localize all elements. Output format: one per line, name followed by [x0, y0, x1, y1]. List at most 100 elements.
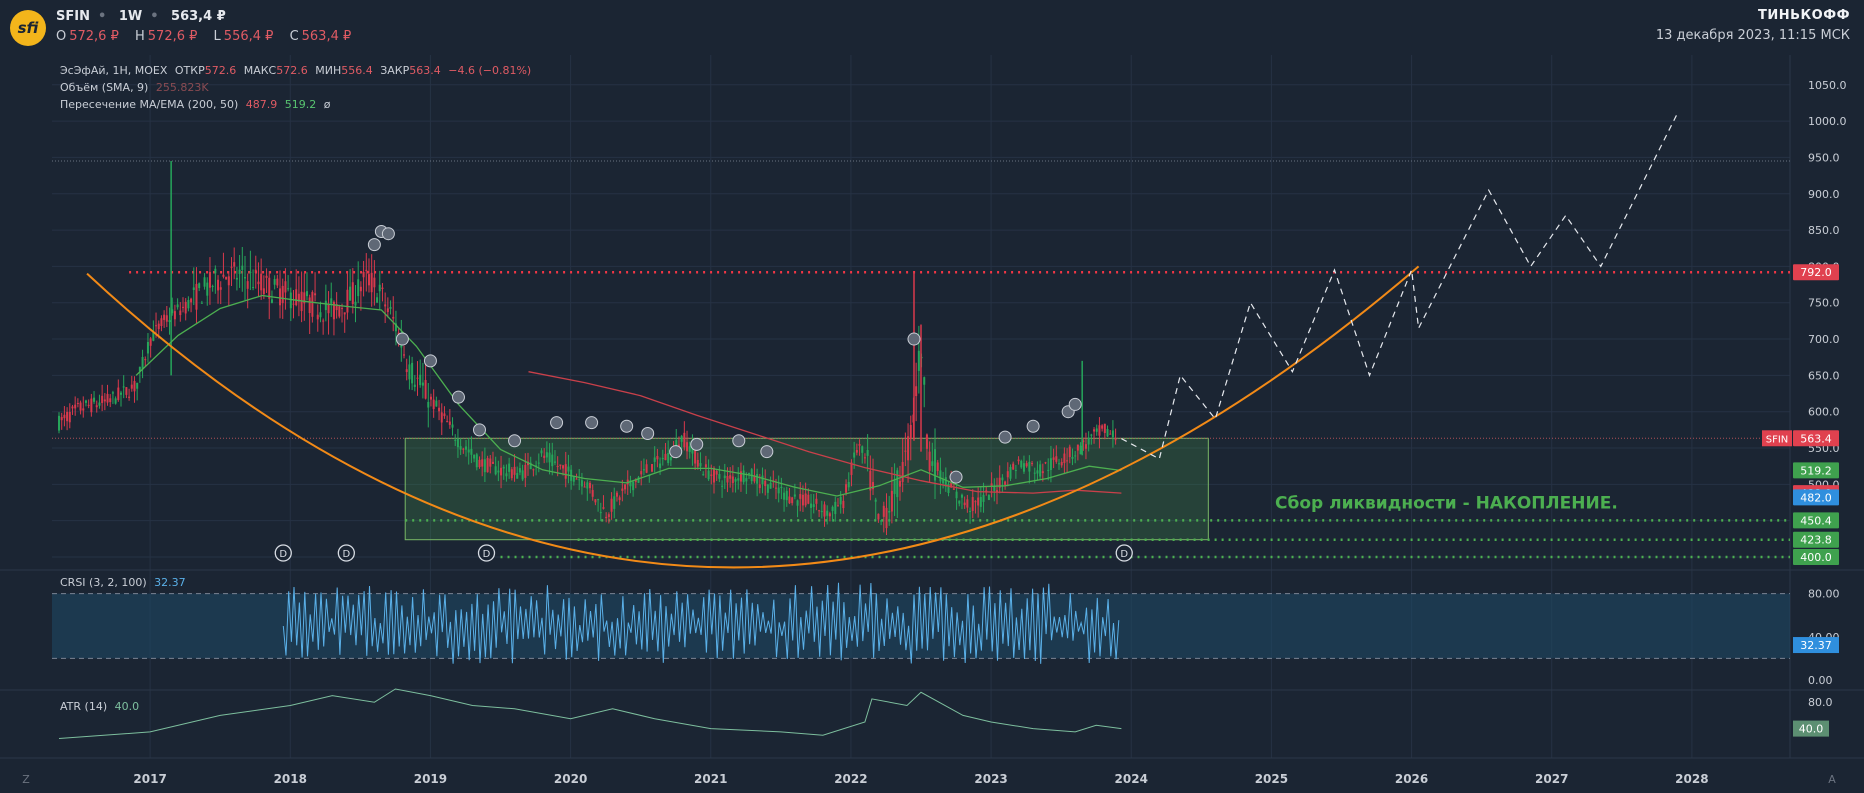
- candle-body: [791, 497, 794, 504]
- symbol-title[interactable]: SFIN • 1W • 563,4 ₽: [56, 9, 226, 24]
- atr-line: [58, 688, 1122, 739]
- time-axis-tick: 2024: [1115, 772, 1148, 786]
- candle-body: [432, 399, 435, 410]
- candle-body: [618, 497, 621, 501]
- price-axis-tick: 950.0: [1808, 151, 1840, 164]
- candle-body: [545, 452, 548, 458]
- candle-body: [529, 462, 532, 470]
- candle-body: [998, 477, 1001, 488]
- candle-body: [1060, 461, 1063, 466]
- candle-body: [880, 520, 883, 522]
- candle-body: [316, 314, 319, 320]
- candle-body: [365, 269, 368, 271]
- ma-legend[interactable]: Пересечение MA/EMA (200, 50) 487.9 519.2…: [60, 98, 330, 111]
- candle-body: [249, 271, 252, 273]
- candle-body: [540, 450, 543, 454]
- candle-body: [136, 382, 139, 389]
- price-label: 400.0: [1800, 551, 1832, 564]
- candle-body: [262, 288, 265, 295]
- candle-body: [739, 471, 742, 482]
- candle-body: [475, 454, 478, 468]
- candle-body: [443, 413, 446, 417]
- candle-body: [645, 464, 648, 473]
- candle-body: [845, 484, 848, 493]
- dividend-marker-icon: [477, 544, 496, 562]
- candle-body: [939, 470, 942, 482]
- candle-body: [694, 450, 697, 464]
- price-label: 450.4: [1800, 514, 1832, 527]
- time-axis-tick: 2025: [1255, 772, 1288, 786]
- cup-arc-curve: [86, 265, 1420, 569]
- candle-body: [494, 466, 497, 475]
- ema-50-line: [135, 294, 1122, 497]
- event-marker-icon: [508, 434, 522, 448]
- candle-body: [68, 411, 71, 423]
- candle-body: [586, 482, 589, 489]
- snapshot-date: 13 декабря 2023, 11:15 МСК: [1655, 28, 1850, 43]
- candle-body: [200, 302, 203, 304]
- candle-body: [438, 407, 441, 412]
- time-axis-tick: 2020: [554, 772, 587, 786]
- candle-body: [826, 510, 829, 516]
- event-marker-icon: [1026, 419, 1040, 433]
- atr-legend[interactable]: ATR (14) 40.0: [60, 700, 139, 713]
- candle-body: [1009, 466, 1012, 479]
- time-axis-tick: 2018: [274, 772, 307, 786]
- crsi-legend[interactable]: CRSI (3, 2, 100) 32.37: [60, 576, 186, 589]
- candle-body: [314, 293, 317, 296]
- candle-body: [758, 484, 761, 489]
- candle-body: [341, 308, 344, 310]
- candle-body: [106, 393, 109, 403]
- candle-body: [928, 451, 931, 471]
- crsi-value: 32.37: [154, 576, 186, 589]
- candle-body: [537, 462, 540, 464]
- ma-200-line: [528, 371, 1122, 494]
- candle-body: [1006, 471, 1009, 478]
- candle-body: [467, 449, 470, 453]
- candle-body: [650, 464, 653, 472]
- candle-body: [289, 292, 292, 309]
- candle-body: [513, 466, 516, 475]
- candle-body: [332, 301, 335, 320]
- candle-body: [454, 439, 457, 441]
- candle-body: [726, 475, 729, 483]
- atr-label-box: [1793, 720, 1829, 737]
- candle-body: [855, 449, 858, 453]
- dividend-marker-label: D: [483, 549, 491, 560]
- candle-body: [734, 479, 737, 482]
- price-axis-tick: 750.0: [1808, 297, 1840, 310]
- candle-body: [424, 379, 427, 399]
- candle-body: [704, 464, 707, 468]
- price-label: 423.8: [1800, 534, 1832, 547]
- price-label-box: [1793, 512, 1839, 529]
- candle-body: [780, 486, 783, 489]
- low-key: МИН: [315, 64, 342, 77]
- candle-body: [707, 470, 710, 480]
- close-key: ЗАКР: [380, 64, 410, 77]
- candle-body: [405, 369, 408, 373]
- candle-body: [591, 490, 594, 497]
- interval-label: 1W: [118, 9, 143, 24]
- candle-body: [491, 461, 494, 464]
- candle-body: [788, 496, 791, 504]
- candle-body: [386, 308, 389, 313]
- event-marker-icon: [641, 426, 655, 440]
- volume-legend[interactable]: Объём (SMA, 9) 255.823K: [60, 81, 209, 94]
- candle-body: [319, 312, 322, 318]
- candle-body: [486, 458, 489, 473]
- candle-body: [960, 494, 963, 498]
- candle-body: [955, 491, 958, 499]
- low-value: 556.4: [341, 64, 373, 77]
- candle-body: [260, 273, 263, 291]
- time-axis-tick: 2022: [834, 772, 867, 786]
- crsi-axis-tick: 0.00: [1808, 674, 1833, 687]
- price-label: 563.4: [1800, 432, 1832, 445]
- candle-body: [1014, 469, 1017, 471]
- main-series-legend[interactable]: ЭсЭфАй, 1Н, MOEX ОТКР572.6 МАКС572.6 МИН…: [60, 64, 531, 77]
- candle-body: [1095, 428, 1098, 432]
- candle-body: [103, 399, 106, 402]
- candle-body: [1063, 453, 1066, 464]
- symbol-logo[interactable]: sfi: [10, 10, 46, 46]
